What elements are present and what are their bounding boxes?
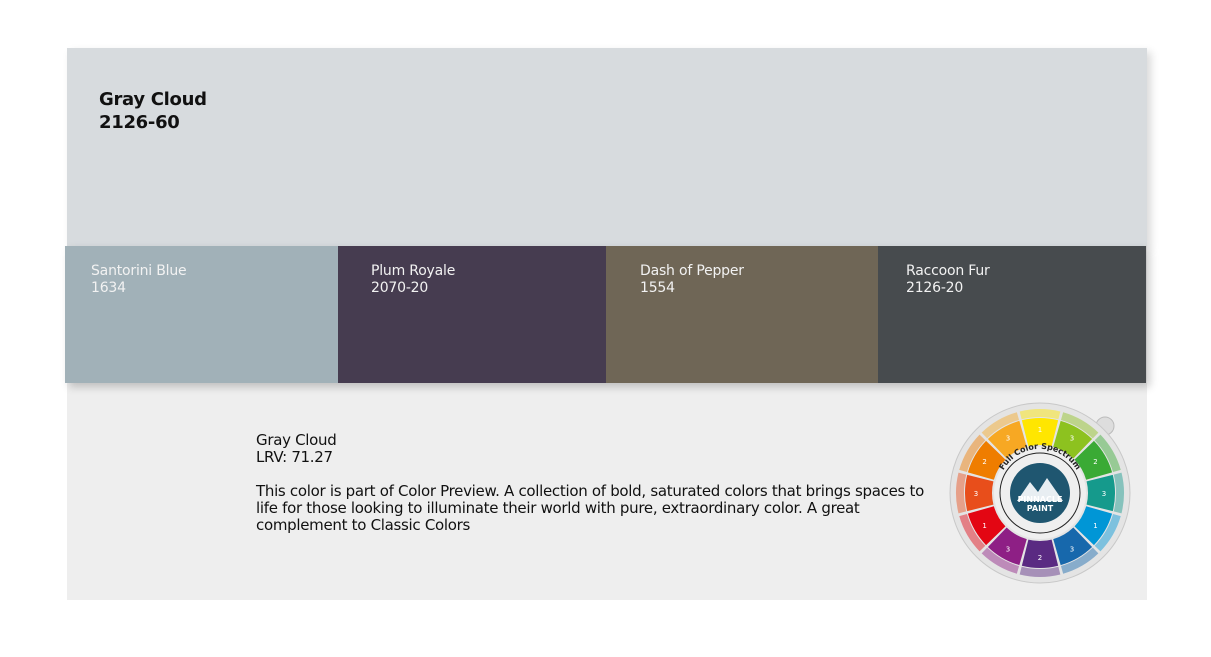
wheel-segment	[1060, 412, 1099, 439]
wheel-segment	[1094, 513, 1121, 552]
wheel-segment	[967, 440, 1006, 480]
swatch-name: Raccoon Fur	[906, 263, 990, 279]
detail-lrv: LRV: 71.27	[256, 448, 333, 466]
swatch-dash-of-pepper[interactable]: Dash of Pepper 1554	[606, 246, 878, 383]
wheel-segment	[965, 474, 994, 512]
wheel-segment	[1074, 506, 1113, 546]
wheel-segment	[1019, 409, 1061, 420]
wheel-segment-label: 2	[1093, 458, 1097, 466]
wheel-segment-label: 3	[1070, 435, 1074, 443]
wheel-segment	[1060, 547, 1099, 574]
wheel-segment	[1021, 539, 1059, 568]
swatch-raccoon-fur[interactable]: Raccoon Fur 2126-20	[878, 246, 1146, 383]
main-color-swatch: Gray Cloud 2126-60	[67, 48, 1147, 246]
wheel-segment	[956, 472, 967, 514]
wheel-segment	[1021, 418, 1059, 447]
wheel-segment	[1053, 420, 1093, 459]
wheel-segment	[1086, 474, 1115, 512]
swatch-name: Santorini Blue	[91, 263, 187, 279]
wheel-segment	[1113, 472, 1124, 514]
swatch-name: Dash of Pepper	[640, 263, 744, 279]
swatch-code: 2126-20	[906, 280, 964, 296]
wheel-segment-label: 1	[1038, 426, 1042, 434]
wheel-segment-label: 3	[1070, 545, 1074, 553]
main-color-code: 2126-60	[99, 112, 180, 133]
brand-line2: PAINT	[1027, 504, 1054, 513]
wheel-segment-label: 3	[1006, 545, 1010, 553]
wheel-segment	[987, 527, 1027, 566]
wheel-segment-label: 3	[1006, 435, 1010, 443]
wheel-segment	[1019, 566, 1061, 577]
wheel-segment	[1074, 440, 1113, 480]
swatch-plum-royale[interactable]: Plum Royale 2070-20	[338, 246, 606, 383]
swatch-santorini-blue[interactable]: Santorini Blue 1634	[65, 246, 338, 383]
main-color-name: Gray Cloud	[99, 89, 207, 110]
wheel-segment-label: 2	[982, 458, 986, 466]
wheel-segment-label: 1	[982, 522, 986, 530]
wheel-segment-label: 3	[1102, 490, 1106, 498]
wheel-segment-label: 2	[1038, 554, 1042, 562]
coordinating-colors: Santorini Blue 1634 Plum Royale 2070-20 Da…	[65, 246, 1146, 383]
swatch-code: 1634	[91, 280, 126, 296]
wheel-segment	[959, 513, 986, 552]
wheel-segment	[987, 420, 1027, 459]
detail-name: Gray Cloud	[256, 431, 337, 449]
wheel-segment-label: 3	[974, 490, 978, 498]
color-description: Gray Cloud LRV: 71.27 This color is part…	[256, 432, 936, 551]
wheel-segment	[981, 412, 1020, 439]
wheel-segment	[981, 547, 1020, 574]
detail-text: This color is part of Color Preview. A c…	[256, 482, 924, 534]
swatch-code: 2070-20	[371, 280, 429, 296]
brand-line1: PINNACLE	[1018, 495, 1063, 504]
wheel-segment	[967, 506, 1006, 546]
swatch-code: 1554	[640, 280, 675, 296]
wheel-segment	[1053, 527, 1093, 566]
wheel-segment-label: 1	[1093, 522, 1097, 530]
wheel-segment	[1094, 434, 1121, 473]
swatch-name: Plum Royale	[371, 263, 456, 279]
wheel-segment	[959, 434, 986, 473]
